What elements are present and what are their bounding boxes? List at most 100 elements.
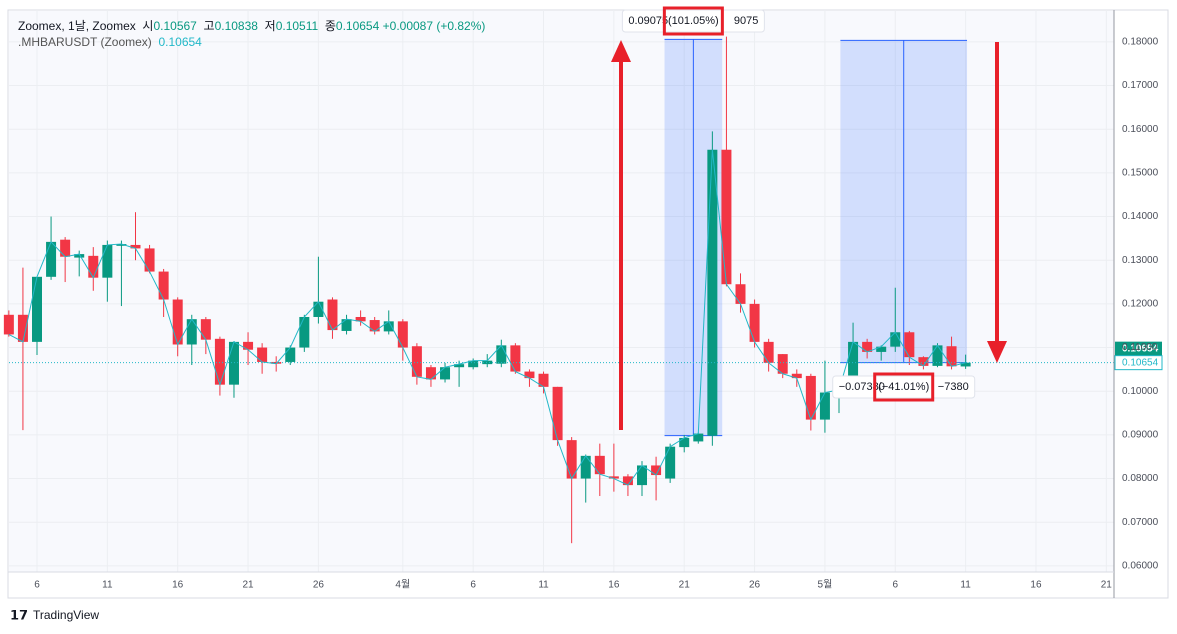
low-value: 0.10511	[275, 19, 319, 33]
highlight-box	[662, 6, 724, 36]
label: 시	[142, 19, 154, 33]
candle-body	[777, 354, 788, 374]
candle-body	[285, 347, 296, 362]
x-tick-label: 16	[172, 580, 184, 591]
x-tick-label: 6	[470, 580, 476, 591]
candle-body	[355, 316, 366, 322]
measure-label: −7380	[938, 381, 969, 393]
brand: TradingView	[33, 608, 99, 622]
candle-body	[651, 465, 662, 476]
candle-body	[116, 244, 127, 246]
candle-body	[932, 345, 943, 366]
candle-body	[299, 316, 310, 348]
close-value: 0.10654	[335, 19, 380, 33]
candle-body	[3, 314, 14, 335]
x-tick-label: 5월	[818, 579, 833, 591]
svg-text:𝟭𝟳: 𝟭𝟳	[10, 607, 28, 622]
y-tick-label: 0.09000	[1122, 430, 1159, 441]
x-tick-label: 11	[102, 580, 113, 591]
candle-body	[17, 314, 28, 342]
y-tick-label: 0.18000	[1122, 37, 1159, 48]
y-tick-label: 0.13000	[1122, 255, 1159, 266]
y-tick-label: 0.07000	[1122, 517, 1159, 528]
candle-body	[32, 276, 42, 342]
candle-body	[707, 149, 718, 436]
candle-body	[510, 345, 521, 372]
y-tick-label: 0.15000	[1122, 168, 1159, 179]
candle-body	[425, 367, 436, 380]
x-tick-label: 21	[242, 580, 254, 591]
x-tick-label: 11	[960, 580, 971, 591]
candle-body	[214, 338, 225, 385]
x-tick-label: 21	[679, 580, 691, 591]
candle-body	[88, 255, 99, 278]
compare-value: 0.10654	[158, 35, 202, 49]
compare-line	[8, 149, 966, 486]
candle-body	[46, 241, 57, 277]
x-tick-label: 6	[34, 580, 40, 591]
candle-body	[876, 346, 887, 352]
candle-body	[186, 319, 197, 345]
candle-body	[693, 433, 704, 442]
compare-tag	[1114, 355, 1163, 371]
candle-body	[341, 319, 352, 331]
candle-body	[749, 303, 760, 342]
x-tick-label: 6	[892, 580, 898, 591]
candle-body	[665, 446, 676, 479]
price-tag-label: 0.10654	[1122, 343, 1159, 354]
candle-body	[496, 345, 507, 364]
logo: 𝟭𝟳	[10, 607, 28, 622]
candle-body	[721, 149, 732, 285]
candle-body	[130, 244, 141, 249]
x-tick-label: 11	[538, 580, 549, 591]
candle-body	[763, 341, 774, 363]
candle-body	[608, 476, 619, 479]
y-tick-label: 0.11000	[1122, 342, 1158, 353]
candle-body	[468, 360, 479, 368]
candle-body	[411, 346, 422, 377]
candle-body	[580, 455, 591, 479]
candle-body	[538, 373, 549, 387]
up-arrow	[611, 40, 631, 430]
candle-body	[482, 360, 493, 365]
x-tick-label: 26	[749, 580, 761, 591]
candle-body	[172, 299, 183, 345]
candle-body	[819, 392, 830, 420]
change: +0.00087 (+0.82%)	[382, 19, 486, 33]
x-tick-label: 16	[1030, 580, 1042, 591]
candle-body	[74, 254, 85, 258]
candle-body	[946, 346, 957, 367]
candle-body	[791, 373, 802, 379]
measure-label-box	[621, 9, 765, 33]
x-tick-label: 16	[608, 580, 620, 591]
candle-body	[594, 455, 605, 475]
candle-body	[862, 341, 873, 352]
measure-label: 9075	[734, 15, 758, 27]
candle-body	[552, 386, 563, 441]
candle-body	[566, 440, 577, 479]
candle-body	[397, 321, 408, 348]
candle-body	[960, 362, 971, 367]
open-value: 0.10567	[153, 19, 197, 33]
candle-body	[383, 321, 394, 332]
y-tick-label: 0.08000	[1122, 473, 1159, 484]
compare-tag-label: 0.10654	[1122, 357, 1159, 368]
compare-name: .MHBARUSDT (Zoomex)	[18, 35, 152, 49]
candle-body	[454, 364, 465, 368]
candle-body	[144, 248, 155, 272]
candle-body	[228, 341, 239, 385]
candle-body	[679, 437, 690, 448]
candle-body	[257, 347, 268, 362]
candle-body	[200, 319, 211, 340]
label: 종	[324, 19, 336, 33]
candle-body	[735, 284, 746, 304]
y-tick-label: 0.12000	[1122, 299, 1159, 310]
measure-label-box	[832, 375, 976, 399]
measure-label: 0.09075	[628, 15, 668, 27]
label: 고	[203, 19, 215, 33]
measure-label: (101.05%)	[668, 15, 719, 27]
high-value: 0.10838	[214, 19, 258, 33]
down-arrow	[987, 42, 1007, 363]
y-tick-label: 0.06000	[1122, 561, 1159, 572]
